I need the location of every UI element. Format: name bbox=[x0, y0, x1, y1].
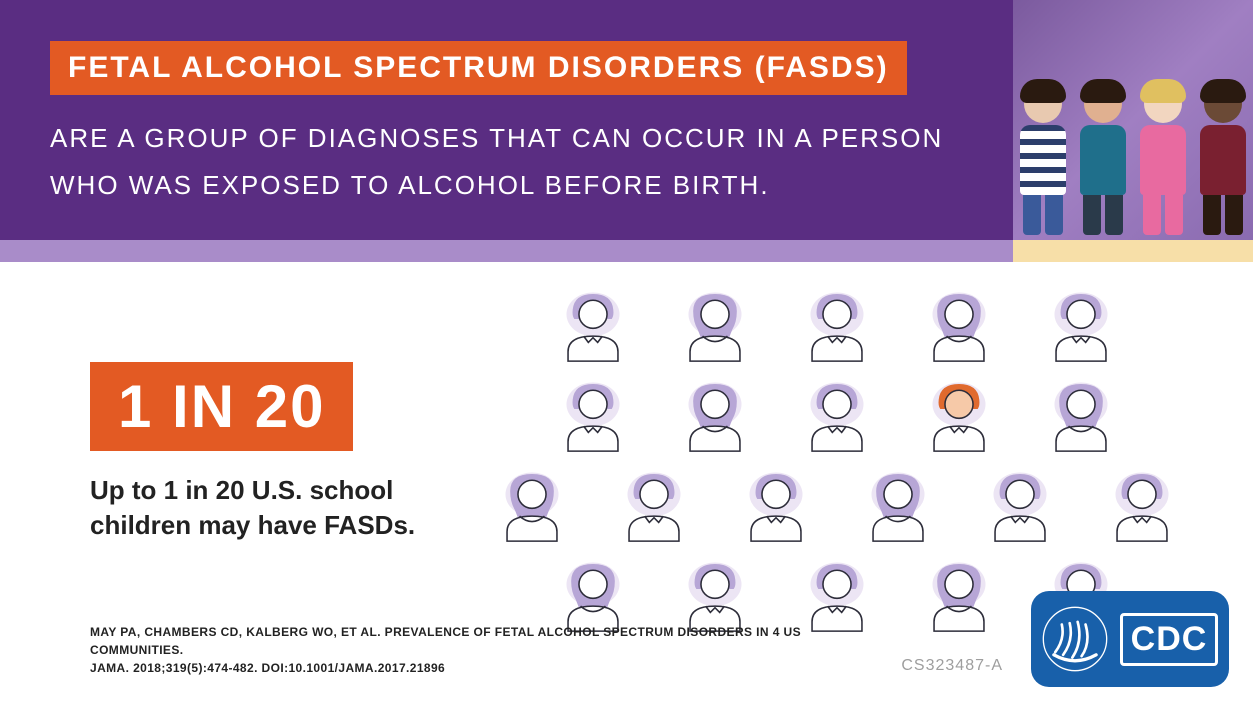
person-icon-male bbox=[980, 462, 1060, 548]
document-id: CS323487-A bbox=[901, 657, 1003, 675]
person-icon-male bbox=[553, 372, 633, 458]
photo-child bbox=[1133, 70, 1193, 240]
cdc-logo-text: CDC bbox=[1120, 613, 1219, 666]
people-row bbox=[480, 372, 1193, 458]
person-icon-male bbox=[797, 282, 877, 368]
citation-line-1: MAY PA, CHAMBERS CD, KALBERG WO, ET AL. … bbox=[90, 623, 850, 659]
cdc-badge: CDC bbox=[1031, 591, 1229, 687]
person-icon-male bbox=[553, 282, 633, 368]
photo-child bbox=[1013, 70, 1073, 240]
person-icon-highlighted bbox=[919, 372, 999, 458]
person-icon-male bbox=[736, 462, 816, 548]
person-icon-female bbox=[919, 282, 999, 368]
title-banner: FETAL ALCOHOL SPECTRUM DISORDERS (FASDs) bbox=[50, 41, 907, 95]
hhs-seal-icon bbox=[1042, 606, 1108, 672]
children-photo-illustration bbox=[1013, 0, 1253, 240]
people-row bbox=[480, 462, 1193, 548]
person-icon-female bbox=[919, 552, 999, 638]
person-icon-female bbox=[675, 282, 755, 368]
person-icon-male bbox=[614, 462, 694, 548]
person-icon-female bbox=[1041, 372, 1121, 458]
person-icon-female bbox=[492, 462, 572, 548]
stat-body-text: Up to 1 in 20 U.S. school children may h… bbox=[90, 473, 480, 543]
subtitle-text: ARE A GROUP OF DIAGNOSES THAT CAN OCCUR … bbox=[50, 115, 963, 209]
person-icon-male bbox=[1102, 462, 1182, 548]
header: FETAL ALCOHOL SPECTRUM DISORDERS (FASDs)… bbox=[0, 0, 1253, 240]
person-icon-male bbox=[1041, 282, 1121, 368]
person-icon-female bbox=[675, 372, 755, 458]
person-icon-female bbox=[858, 462, 938, 548]
citation-text: MAY PA, CHAMBERS CD, KALBERG WO, ET AL. … bbox=[90, 623, 850, 677]
person-icon-male bbox=[797, 372, 877, 458]
header-text-block: FETAL ALCOHOL SPECTRUM DISORDERS (FASDs)… bbox=[0, 0, 1013, 240]
photo-child bbox=[1193, 70, 1253, 240]
photo-child bbox=[1073, 70, 1133, 240]
header-photo bbox=[1013, 0, 1253, 240]
cream-divider-band bbox=[1013, 240, 1253, 262]
stat-headline: 1 IN 20 bbox=[90, 362, 353, 451]
citation-line-2: JAMA. 2018;319(5):474-482. DOI:10.1001/J… bbox=[90, 659, 850, 677]
people-row bbox=[480, 282, 1193, 368]
